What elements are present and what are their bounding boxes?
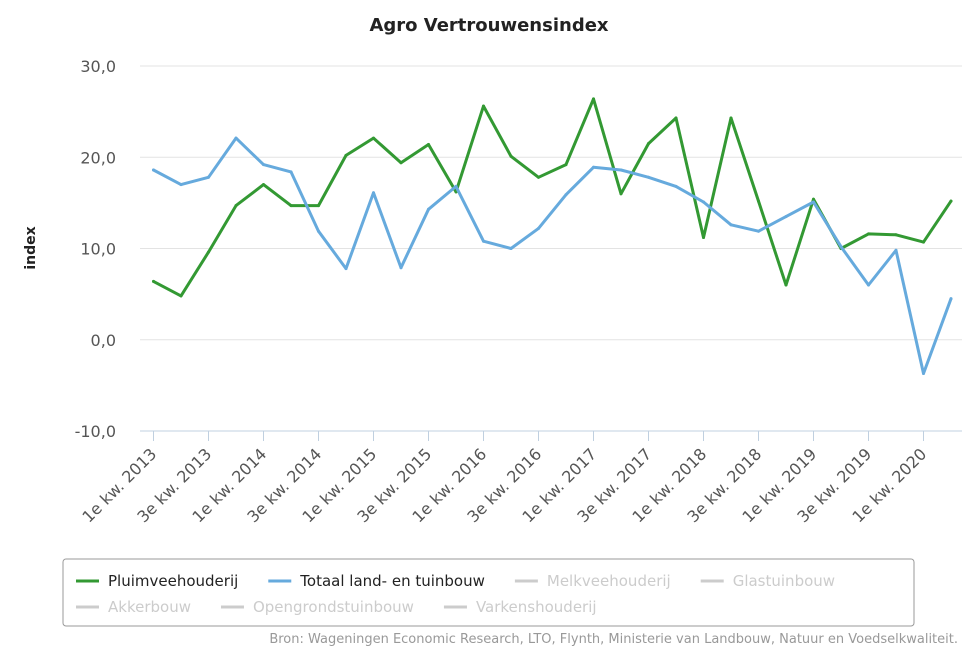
- data-point: [949, 297, 953, 301]
- legend-label: Pluimveehouderij: [108, 572, 238, 590]
- data-point: [427, 207, 430, 211]
- data-point: [317, 204, 320, 208]
- data-point: [564, 193, 568, 197]
- data-point: [592, 165, 595, 169]
- data-point: [152, 168, 155, 172]
- data-point: [537, 226, 540, 230]
- data-point: [922, 240, 925, 244]
- data-point: [729, 223, 733, 227]
- legend-item[interactable]: Totaal land- en tuinbouw: [268, 572, 485, 590]
- data-point: [289, 204, 293, 208]
- data-point: [757, 199, 760, 203]
- data-point: [784, 215, 788, 219]
- data-point: [702, 200, 705, 204]
- legend-item[interactable]: Pluimveehouderij: [76, 572, 238, 590]
- data-point: [262, 163, 265, 167]
- data-point: [344, 153, 348, 157]
- data-point: [207, 250, 210, 254]
- data-point: [812, 197, 815, 201]
- data-point: [179, 294, 183, 298]
- data-point: [344, 267, 348, 271]
- data-point: [812, 200, 815, 204]
- legend-label: Glastuinbouw: [733, 572, 835, 590]
- legend-label: Akkerbouw: [108, 598, 191, 616]
- data-point: [289, 170, 293, 174]
- legend-item[interactable]: Melkveehouderij: [514, 572, 671, 590]
- data-point: [894, 248, 898, 252]
- data-point: [207, 175, 210, 179]
- y-tick-label: 20,0: [80, 148, 116, 167]
- data-point: [317, 229, 320, 233]
- data-point: [894, 233, 898, 237]
- data-point: [152, 279, 155, 283]
- legend-item[interactable]: Akkerbouw: [76, 598, 191, 616]
- series-line-1: [152, 97, 953, 298]
- data-point: [922, 372, 925, 375]
- legend-label: Varkenshouderij: [476, 598, 597, 616]
- data-point: [399, 266, 403, 270]
- legend-item[interactable]: Opengrondstuinbouw: [220, 598, 414, 616]
- data-point: [399, 161, 403, 165]
- data-point: [949, 199, 953, 203]
- data-point: [427, 143, 430, 146]
- data-point: [482, 104, 485, 108]
- data-point: [729, 116, 733, 120]
- data-point: [482, 239, 485, 243]
- legend-label: Totaal land- en tuinbouw: [299, 572, 485, 590]
- data-point: [757, 229, 760, 233]
- data-point: [372, 191, 375, 195]
- data-point: [564, 163, 568, 167]
- series-lines: [152, 97, 953, 375]
- source-credit: Bron: Wageningen Economic Research, LTO,…: [269, 632, 958, 647]
- data-point: [839, 245, 843, 249]
- y-tick-label: 0,0: [91, 331, 116, 350]
- legend-label: Melkveehouderij: [547, 572, 671, 590]
- data-point: [234, 204, 238, 208]
- series-line-2: [152, 136, 953, 375]
- data-point: [537, 175, 540, 179]
- legend-item[interactable]: Glastuinbouw: [700, 572, 835, 590]
- gridlines: [140, 65, 962, 341]
- data-point: [619, 168, 623, 172]
- data-point: [179, 183, 183, 187]
- data-point: [674, 116, 678, 120]
- data-point: [509, 154, 513, 158]
- chart-title: Agro Vertrouwensindex: [369, 15, 608, 36]
- y-tick-label: 30,0: [80, 57, 116, 76]
- data-point: [674, 184, 678, 188]
- legend-label: Opengrondstuinbouw: [253, 598, 414, 616]
- data-point: [262, 183, 265, 187]
- data-point: [702, 236, 705, 239]
- y-tick-label: 10,0: [80, 240, 116, 259]
- data-point: [647, 175, 650, 179]
- data-point: [619, 192, 623, 196]
- data-point: [509, 247, 513, 250]
- data-point: [454, 184, 458, 188]
- data-point: [592, 97, 595, 101]
- data-point: [867, 283, 870, 287]
- y-tick-label: -10,0: [75, 422, 116, 441]
- y-axis-ticks: 30,0 20,0 10,0 0,0 -10,0: [75, 57, 116, 441]
- legend-box: [62, 558, 915, 627]
- legend: Pluimveehouderij Totaal land- en tuinbouw…: [76, 572, 835, 616]
- legend-item[interactable]: Varkenshouderij: [443, 598, 597, 616]
- data-point: [784, 283, 788, 287]
- data-point: [234, 136, 238, 140]
- data-point: [647, 142, 650, 146]
- data-point: [867, 232, 870, 236]
- data-point: [372, 136, 375, 140]
- y-axis-label: index: [23, 226, 39, 269]
